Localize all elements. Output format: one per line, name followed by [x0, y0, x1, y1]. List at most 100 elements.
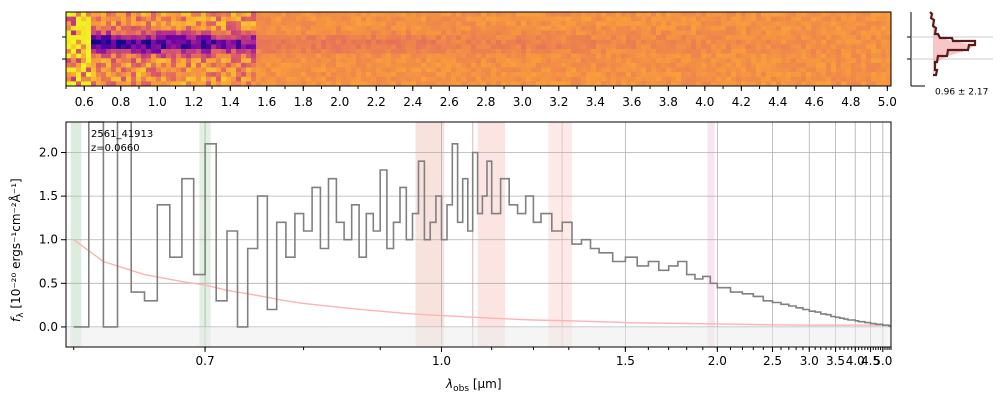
- spec2d-cell: [126, 25, 132, 31]
- spec2d-cell: [861, 35, 867, 41]
- spec2d-cell: [361, 76, 367, 82]
- spec2d-cell: [76, 12, 82, 18]
- spec2d-cell: [486, 16, 492, 22]
- spec2d-cell: [556, 35, 562, 41]
- spec2d-cell: [426, 25, 432, 31]
- spec2d-cell: [511, 12, 517, 18]
- spec2d-cell: [171, 25, 177, 31]
- spec2d-cell: [436, 72, 442, 78]
- spec2d-cell: [741, 58, 747, 64]
- spec2d-cell: [301, 30, 307, 36]
- spec2d-cell: [431, 62, 437, 68]
- spec2d-cell: [271, 53, 277, 59]
- spec2d-cell: [361, 72, 367, 78]
- spec2d-cell: [246, 25, 252, 31]
- spec2d-cell: [266, 16, 272, 22]
- spec2d-cell: [406, 30, 412, 36]
- spec2d-cell: [146, 72, 152, 78]
- spec2d-cell: [591, 21, 597, 27]
- spec2d-cell: [246, 81, 252, 87]
- spec2d-cell: [606, 53, 612, 59]
- spec2d-cell: [366, 16, 372, 22]
- spec2d-cell: [71, 16, 77, 22]
- spec2d-cell: [281, 58, 287, 64]
- spec2d-cell: [696, 16, 702, 22]
- spec2d-cell: [766, 25, 772, 31]
- spec2d-cell: [851, 76, 857, 82]
- spec2d-cell: [156, 16, 162, 22]
- spec2d-cell: [596, 76, 602, 82]
- spec2d-cell: [696, 21, 702, 27]
- spec2d-cell: [656, 72, 662, 78]
- spec2d-cell: [151, 12, 157, 18]
- spec2d-cell: [846, 72, 852, 78]
- spec2d-cell: [71, 72, 77, 78]
- spec2d-cell: [206, 12, 212, 18]
- spec2d-cell: [251, 72, 257, 78]
- spec2d-cell: [481, 58, 487, 64]
- spec2d-cell: [496, 35, 502, 41]
- spec2d-cell: [211, 49, 217, 55]
- spec2d-cell: [126, 39, 132, 45]
- spec2d-cell: [886, 12, 892, 18]
- spec2d-cell: [681, 16, 687, 22]
- spec2d-cell: [66, 81, 72, 87]
- x-tick-label: 0.7: [196, 354, 215, 368]
- spec2d-cell: [406, 76, 412, 82]
- spec2d-cell: [406, 53, 412, 59]
- spec2d-cell: [736, 44, 742, 50]
- spec2d-cell: [271, 21, 277, 27]
- spec2d-cell: [396, 30, 402, 36]
- spec2d-cell: [501, 58, 507, 64]
- spec2d-cell: [301, 44, 307, 50]
- spec2d-cell: [71, 81, 77, 87]
- spec2d-cell: [216, 76, 222, 82]
- spec2d-cell: [351, 30, 357, 36]
- spec2d-xtick-label: 1.0: [148, 95, 167, 109]
- spec2d-cell: [686, 12, 692, 18]
- spec2d-cell: [241, 39, 247, 45]
- spec2d-cell: [246, 72, 252, 78]
- spec2d-cell: [376, 49, 382, 55]
- spec2d-cell: [421, 62, 427, 68]
- spec2d-cell: [581, 67, 587, 73]
- spec2d-cell: [601, 16, 607, 22]
- spec2d-cell: [206, 30, 212, 36]
- spec2d-cell: [286, 53, 292, 59]
- spec2d-cell: [306, 39, 312, 45]
- spec2d-cell: [266, 76, 272, 82]
- spec2d-cell: [826, 16, 832, 22]
- spec2d-cell: [611, 12, 617, 18]
- spec2d-cell: [96, 16, 102, 22]
- spec2d-cell: [186, 62, 192, 68]
- spec2d-cell: [191, 49, 197, 55]
- spec2d-cell: [696, 35, 702, 41]
- spec2d-cell: [271, 25, 277, 31]
- spec2d-xtick-label: 2.8: [476, 95, 495, 109]
- spec2d-cell: [616, 30, 622, 36]
- spec2d-cell: [806, 16, 812, 22]
- spec2d-cell: [821, 58, 827, 64]
- spec2d-cell: [516, 39, 522, 45]
- spec2d-cell: [281, 72, 287, 78]
- spec2d-cell: [721, 76, 727, 82]
- spec2d-cell: [306, 62, 312, 68]
- spec2d-cell: [711, 58, 717, 64]
- spec2d-cell: [831, 25, 837, 31]
- spec2d-cell: [271, 76, 277, 82]
- spec2d-cell: [366, 35, 372, 41]
- spec2d-cell: [676, 81, 682, 87]
- spec2d-cell: [186, 49, 192, 55]
- spec2d-cell: [791, 49, 797, 55]
- spec2d-cell: [706, 72, 712, 78]
- spec2d-cell: [681, 58, 687, 64]
- spec2d-cell: [126, 30, 132, 36]
- spec2d-cell: [86, 21, 92, 27]
- spec2d-cell: [96, 49, 102, 55]
- spec2d-cell: [631, 12, 637, 18]
- spec2d-cell: [776, 35, 782, 41]
- spec2d-cell: [541, 53, 547, 59]
- spec2d-cell: [126, 76, 132, 82]
- spec2d-cell: [881, 49, 887, 55]
- spec2d-cell: [396, 12, 402, 18]
